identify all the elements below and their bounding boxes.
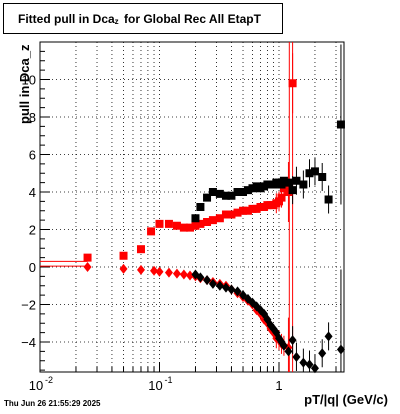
data-point-black-square	[336, 120, 345, 129]
grid	[39, 41, 344, 372]
data-point-black-diamond	[203, 275, 212, 286]
x-axis-label: pT/|q| (GeV/c)	[304, 392, 388, 407]
x-tick-label: 10 -1	[148, 375, 172, 393]
x-tick-label: 1	[275, 378, 282, 393]
timestamp: Thu Jun 26 21:55:29 2025	[4, 399, 101, 408]
y-tick-label: −4	[21, 335, 36, 350]
svg-text:-1: -1	[164, 375, 172, 385]
data-point-black-diamond	[215, 280, 224, 291]
svg-text:1: 1	[275, 378, 282, 393]
data-point-black-square	[221, 191, 230, 200]
data-point-red-square	[155, 219, 164, 228]
data-point-red-square	[277, 193, 286, 202]
data-point-black-square	[196, 203, 205, 211]
data-point-red-square	[196, 219, 205, 228]
error-bars	[40, 42, 342, 372]
y-tick-label: 10	[22, 73, 36, 88]
title-subscript: z	[114, 17, 119, 26]
data-point-black-square	[227, 191, 236, 200]
data-point-black-square	[310, 167, 319, 176]
data-point-red-square	[136, 245, 145, 254]
data-point-black-square	[208, 188, 217, 196]
data-point-black-square	[284, 178, 293, 187]
y-tick-label: 2	[29, 223, 36, 238]
data-point-red-square	[185, 223, 194, 232]
x-tick-label: 10 -2	[29, 375, 53, 393]
data-point-red-square	[203, 218, 212, 226]
data-point-black-square	[318, 173, 327, 181]
chart-title: Fitted pull in Dca z for Global Rec All E…	[3, 3, 283, 34]
data-point-black-diamond	[288, 335, 297, 346]
data-point-black-diamond	[310, 363, 319, 374]
y-tick-label: 6	[29, 148, 36, 163]
data-point-black-diamond	[305, 359, 314, 370]
y-tick-label: 8	[29, 110, 36, 125]
svg-text:-2: -2	[45, 375, 53, 385]
data-point-red-square	[243, 206, 252, 215]
data-point-red-square	[164, 219, 173, 228]
data-point-black-diamond	[292, 352, 301, 362]
data-point-red-diamond	[172, 268, 181, 279]
data-point-red-diamond	[136, 264, 145, 275]
data-point-black-diamond	[248, 297, 257, 308]
y-tick-label: 0	[29, 260, 36, 275]
data-point-black-square	[324, 195, 333, 204]
data-point-black-diamond	[279, 340, 288, 351]
markers	[83, 79, 345, 374]
data-point-black-diamond	[227, 284, 236, 295]
data-point-black-diamond	[324, 331, 333, 342]
data-point-red-square	[179, 223, 188, 232]
data-point-black-diamond	[196, 272, 205, 283]
data-point-red-square	[191, 221, 200, 230]
data-point-red-square	[221, 210, 230, 219]
data-point-red-square	[227, 210, 236, 219]
y-tick-label: −2	[21, 298, 36, 313]
data-point-red-square	[248, 204, 257, 213]
y-tick-label: 4	[29, 185, 36, 200]
data-point-red-square	[147, 227, 156, 236]
data-point-black-square	[248, 184, 257, 193]
data-point-black-diamond	[299, 357, 308, 368]
plot-frame	[39, 41, 345, 373]
data-point-black-diamond	[318, 348, 327, 359]
data-point-black-square	[305, 169, 314, 178]
data-point-black-square	[292, 176, 301, 185]
data-point-red-square	[215, 214, 224, 223]
title-main: Fitted pull in Dca	[18, 11, 115, 26]
data-point-black-square	[191, 214, 200, 223]
data-point-red-square	[172, 221, 181, 230]
data-point-red-square	[239, 206, 248, 215]
data-point-red-square	[119, 251, 128, 260]
data-point-red-diamond	[150, 265, 159, 276]
data-point-red-diamond	[164, 267, 173, 278]
data-point-black-diamond	[336, 344, 345, 355]
data-point-black-square	[215, 189, 224, 198]
svg-text:10: 10	[29, 378, 43, 393]
data-point-red-square	[284, 188, 293, 196]
data-point-black-square	[203, 193, 212, 202]
svg-text:10: 10	[148, 378, 162, 393]
data-point-black-square	[299, 180, 308, 189]
data-point-red-diamond	[119, 263, 128, 274]
data-point-black-square	[279, 176, 288, 185]
data-point-red-square	[208, 216, 217, 225]
data-point-black-square	[288, 186, 297, 195]
data-point-black-square	[243, 186, 252, 195]
data-point-red-square	[83, 253, 92, 262]
data-point-black-square	[233, 188, 242, 196]
title-rest: for Global Rec All EtapT	[124, 11, 261, 26]
data-point-red-diamond	[179, 269, 188, 280]
data-point-red-square	[288, 79, 297, 88]
data-point-black-diamond	[208, 278, 217, 289]
y-axis-label: pull in Dca_z	[17, 44, 32, 124]
data-point-black-diamond	[284, 346, 293, 357]
data-point-black-diamond	[233, 286, 242, 297]
data-point-red-diamond	[155, 266, 164, 277]
data-point-red-square	[233, 208, 242, 217]
data-point-black-square	[239, 188, 248, 196]
data-point-red-diamond	[83, 262, 92, 272]
data-point-red-diamond	[185, 270, 194, 281]
